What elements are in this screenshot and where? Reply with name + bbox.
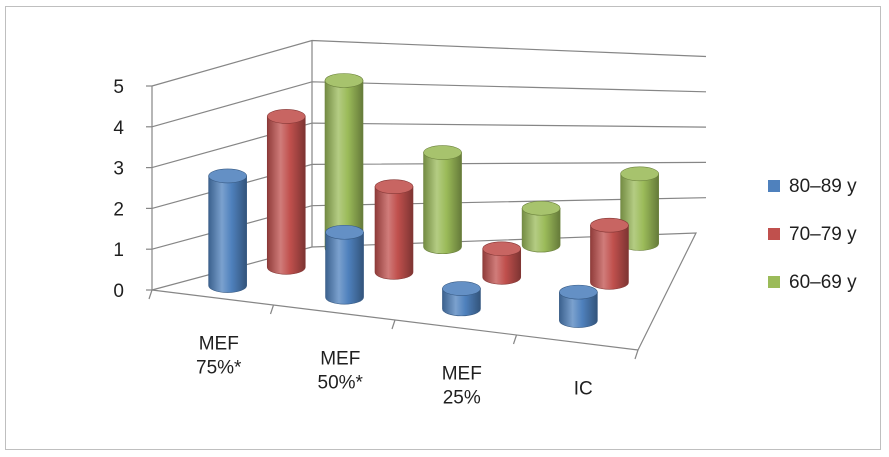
legend-swatch bbox=[768, 228, 780, 240]
chart-axes bbox=[146, 85, 697, 360]
x-tick bbox=[148, 289, 153, 300]
y-tick-label: 3 bbox=[113, 159, 124, 180]
y-tick-label: 1 bbox=[113, 240, 124, 261]
bar bbox=[374, 179, 414, 280]
y-tick-label: 2 bbox=[113, 199, 124, 220]
bar bbox=[266, 109, 306, 275]
bar bbox=[442, 281, 481, 317]
gridline bbox=[151, 39, 707, 87]
legend-label: 70–79 y bbox=[789, 224, 857, 245]
bar bbox=[423, 145, 462, 255]
x-tick bbox=[391, 319, 396, 330]
x-tick bbox=[634, 349, 639, 360]
bar bbox=[208, 168, 247, 293]
chart-legend: 80–89 y 70–79 y 60–69 y bbox=[768, 176, 857, 293]
legend-label: 60–69 y bbox=[789, 272, 857, 293]
floor-plane bbox=[151, 232, 697, 351]
bar bbox=[325, 224, 364, 305]
legend-swatch bbox=[768, 276, 780, 288]
x-tick bbox=[269, 304, 275, 315]
bar bbox=[590, 217, 629, 290]
bar bbox=[324, 73, 364, 256]
bar bbox=[620, 166, 659, 251]
wall-edge bbox=[151, 40, 313, 290]
x-tick-label: IC bbox=[574, 379, 593, 400]
x-tick bbox=[512, 334, 518, 345]
chart-labels: 0 1 2 3 4 5 MEF 75%* MEF 50%* MEF 25% IC bbox=[113, 77, 592, 409]
gridline bbox=[151, 81, 707, 128]
y-tick-label: 5 bbox=[113, 77, 124, 98]
x-tick-label: MEF 25% bbox=[442, 364, 482, 409]
y-tick-label: 0 bbox=[113, 281, 124, 302]
chart-bars bbox=[208, 73, 659, 328]
chart-grid bbox=[151, 39, 707, 290]
y-tick-label: 4 bbox=[113, 118, 124, 139]
x-tick-label: MEF 75%* bbox=[196, 334, 242, 379]
bar bbox=[482, 241, 522, 285]
bar bbox=[521, 200, 561, 253]
legend-swatch bbox=[768, 180, 780, 192]
legend-label: 80–89 y bbox=[789, 176, 857, 197]
x-tick-label: MEF 50%* bbox=[318, 349, 364, 394]
bar bbox=[559, 284, 598, 328]
